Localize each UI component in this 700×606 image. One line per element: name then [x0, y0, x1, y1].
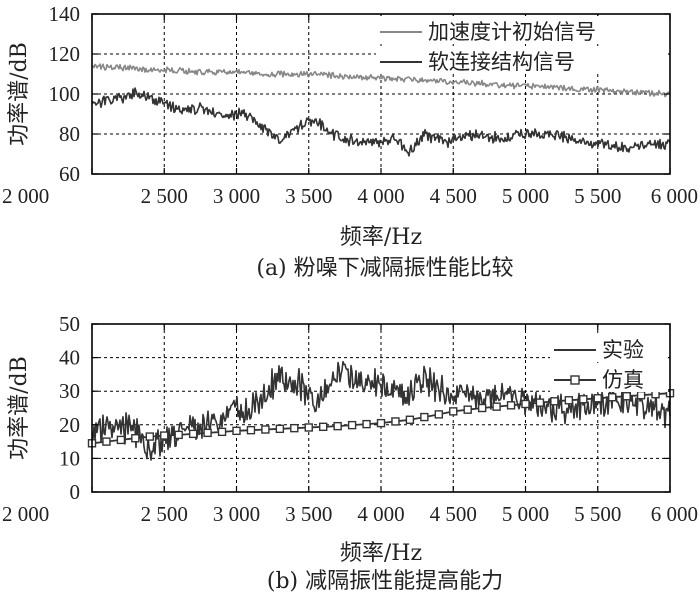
data-point-marker	[304, 423, 313, 432]
series-line-1	[91, 63, 671, 98]
figure-caption: (b) 减隔振性能提高能力	[267, 569, 503, 594]
legend-label: 加速度计初始信号	[428, 20, 596, 44]
legend-label: 软连接结构信号	[428, 50, 575, 74]
data-point-marker	[376, 418, 386, 428]
data-point-marker	[420, 412, 429, 422]
x-axis-label: 频率/Hz	[340, 225, 422, 250]
y-tick-label: 30	[59, 379, 80, 403]
x-tick-label: 6 000	[651, 502, 698, 526]
legend-label: 实验	[602, 338, 644, 362]
data-point-marker	[102, 437, 111, 446]
x-tick-label: 5 500	[574, 184, 621, 208]
legend-label: 仿真	[602, 368, 644, 392]
y-tick-label: 0	[70, 480, 81, 504]
data-point-marker	[564, 396, 574, 405]
data-point-marker	[506, 401, 516, 410]
data-point-marker	[246, 425, 256, 435]
legend-bg	[376, 46, 668, 74]
data-point-marker	[608, 393, 617, 402]
data-point-marker	[116, 435, 126, 445]
chart-a: 2 000 2 500 3 000 3 500 4 000 4 500 5 000 5 500…	[2, 2, 698, 281]
x-tick-label: 2 000	[2, 184, 49, 208]
data-point-marker	[217, 427, 227, 437]
data-point-marker	[290, 423, 299, 433]
legend-bg	[550, 334, 668, 362]
figure-caption: (a) 粉噪下减隔振性能比较	[256, 256, 513, 281]
y-tick-label: 50	[59, 312, 80, 336]
data-point-marker	[347, 420, 357, 430]
data-point-marker	[261, 425, 270, 434]
x-tick-label: 6 000	[651, 184, 698, 208]
y-axis-label: 功率谱/dB	[7, 42, 32, 146]
data-point-marker	[550, 397, 559, 406]
data-point-marker	[391, 417, 400, 426]
legend-swatch-marker	[570, 375, 580, 385]
x-tick-label: 4 500	[430, 184, 477, 208]
x-tick-label: 5 500	[574, 502, 621, 526]
data-point-marker	[131, 434, 140, 443]
data-point-marker	[492, 402, 501, 411]
legend-bg	[376, 16, 668, 44]
y-tick-label: 10	[59, 446, 80, 470]
data-point-marker	[362, 419, 371, 429]
x-tick-label: 5 000	[502, 184, 549, 208]
y-tick-label: 40	[59, 346, 80, 370]
data-point-marker	[319, 422, 328, 432]
data-point-marker	[622, 392, 631, 401]
x-tick-label: 4 500	[430, 502, 477, 526]
x-tick-label: 4 000	[357, 184, 404, 208]
data-point-marker	[434, 410, 443, 419]
x-tick-label: 5 000	[502, 502, 549, 526]
x-tick-label: 3 500	[285, 184, 332, 208]
data-point-marker	[174, 430, 183, 440]
data-point-marker	[232, 426, 241, 436]
series-line-2	[91, 87, 671, 157]
y-tick-label: 20	[59, 413, 80, 437]
y-axis-label: 功率谱/dB	[7, 356, 32, 460]
data-point-marker	[636, 391, 646, 400]
x-tick-label: 2 000	[2, 502, 49, 526]
data-point-marker	[463, 405, 472, 414]
series-line-1	[91, 360, 671, 461]
data-point-marker	[477, 403, 487, 413]
x-tick-label: 2 500	[141, 184, 188, 208]
y-tick-label: 140	[49, 2, 81, 26]
data-point-marker	[579, 395, 588, 404]
x-tick-label: 3 000	[213, 184, 260, 208]
data-point-marker	[449, 407, 458, 416]
x-tick-label: 4 000	[357, 502, 404, 526]
y-tick-label: 120	[49, 42, 81, 66]
y-tick-label: 80	[59, 122, 80, 146]
data-point-marker	[535, 398, 545, 407]
data-point-marker	[145, 432, 155, 441]
x-tick-label: 2 500	[141, 502, 188, 526]
x-tick-label: 3 000	[213, 502, 260, 526]
data-point-marker	[275, 424, 285, 434]
x-axis-label: 频率/Hz	[340, 541, 422, 566]
data-point-marker	[188, 429, 198, 439]
data-point-marker	[593, 394, 602, 403]
data-point-marker	[203, 428, 212, 438]
x-tick-label: 3 500	[285, 502, 332, 526]
data-point-marker	[521, 399, 530, 409]
data-point-marker	[160, 431, 169, 440]
y-tick-label: 60	[59, 162, 80, 186]
y-tick-label: 100	[49, 82, 81, 106]
legend-bg	[550, 364, 668, 392]
data-point-marker	[405, 415, 415, 424]
data-point-marker	[333, 421, 342, 431]
chart-b: 2 000 2 500 3 000 3 500 4 000 4 500 5 000 5 500…	[2, 312, 698, 594]
